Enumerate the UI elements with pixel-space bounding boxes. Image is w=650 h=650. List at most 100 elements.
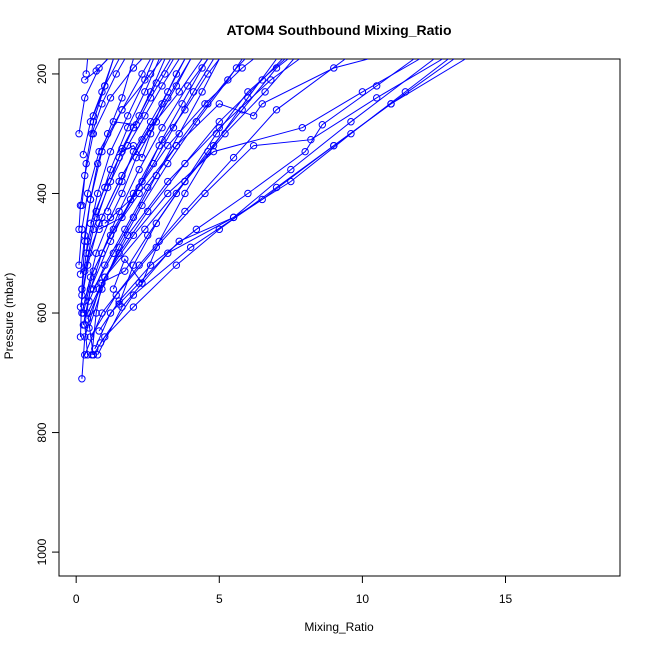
profile-line <box>98 59 209 230</box>
profile-series <box>95 59 415 335</box>
y-tick-label: 1000 <box>35 538 49 565</box>
profile-line <box>90 59 166 224</box>
data-point <box>115 243 123 251</box>
data-point <box>101 219 109 228</box>
data-point <box>75 261 83 269</box>
data-point <box>118 177 126 186</box>
data-point <box>249 141 258 150</box>
data-point <box>81 351 89 359</box>
data-point <box>106 213 115 222</box>
data-point <box>155 141 163 150</box>
data-point <box>347 118 355 126</box>
data-point <box>118 106 126 114</box>
data-point <box>212 130 221 138</box>
profile-line <box>91 59 283 355</box>
data-point <box>155 237 163 245</box>
data-point <box>272 183 281 192</box>
profile-series <box>79 59 209 329</box>
data-point <box>76 303 85 311</box>
data-point <box>244 88 252 96</box>
data-point <box>129 291 138 299</box>
data-point <box>215 118 223 126</box>
data-point <box>82 159 90 168</box>
data-point <box>109 285 118 293</box>
plot-series <box>75 59 466 383</box>
data-point <box>164 249 172 257</box>
data-point <box>164 159 172 168</box>
profile-line <box>90 59 443 338</box>
data-point <box>215 100 223 108</box>
profile-series <box>109 59 174 129</box>
profile-series <box>103 59 186 216</box>
y-tick-label: 200 <box>35 64 49 84</box>
data-point <box>89 112 98 120</box>
data-point <box>78 201 86 210</box>
x-tick-label: 10 <box>356 592 370 606</box>
x-axis-label: Mixing_Ratio <box>304 620 374 634</box>
data-point <box>93 159 102 168</box>
data-point <box>215 225 223 234</box>
data-point <box>98 88 106 96</box>
data-point <box>118 94 126 102</box>
profile-series <box>81 59 109 84</box>
data-point <box>81 76 89 84</box>
data-point <box>204 147 212 156</box>
profile-line <box>82 59 114 155</box>
data-point <box>129 261 138 269</box>
data-point <box>141 225 149 234</box>
data-point <box>98 100 106 108</box>
data-point <box>121 255 129 263</box>
profile-series <box>88 59 126 138</box>
profile-line <box>84 59 346 356</box>
data-point <box>115 300 123 308</box>
data-point <box>232 64 241 72</box>
data-point <box>181 159 189 168</box>
data-point <box>198 64 206 72</box>
x-tick-label: 15 <box>499 592 513 606</box>
data-point <box>141 88 149 96</box>
data-point <box>138 201 146 210</box>
data-point <box>115 297 123 305</box>
data-point <box>86 195 95 204</box>
data-point <box>92 249 100 257</box>
data-point <box>146 88 155 96</box>
data-point <box>258 100 266 108</box>
profile-line <box>78 59 163 266</box>
data-point <box>146 118 155 126</box>
profile-series <box>85 59 243 332</box>
data-point <box>75 130 83 138</box>
data-point <box>141 112 149 120</box>
data-point <box>85 297 93 305</box>
data-point <box>76 270 85 278</box>
data-point <box>81 231 89 240</box>
data-point <box>121 267 129 275</box>
chart-title: ATOM4 Southbound Mixing_Ratio <box>226 22 451 38</box>
data-point <box>192 225 201 234</box>
profile-line <box>84 59 192 302</box>
x-tick-label: 5 <box>216 592 223 606</box>
data-point <box>82 249 90 257</box>
data-point <box>118 147 126 156</box>
data-point <box>169 124 178 132</box>
data-point <box>95 225 103 234</box>
data-point <box>79 150 88 159</box>
data-point <box>244 189 252 198</box>
data-point <box>85 249 93 257</box>
data-point <box>92 309 100 317</box>
y-axis: 200 400 600 800 1000 <box>35 64 60 565</box>
profile-line <box>113 59 174 126</box>
y-axis-label: Pressure (mbar) <box>2 273 16 360</box>
data-point <box>106 309 115 317</box>
data-point <box>161 70 169 78</box>
data-point <box>238 106 246 114</box>
data-point <box>201 189 209 198</box>
profile-line <box>104 59 215 224</box>
data-point <box>132 153 140 162</box>
data-point <box>189 88 198 96</box>
data-point <box>224 76 232 84</box>
profile-series <box>96 59 289 287</box>
data-point <box>101 183 109 192</box>
data-point <box>118 213 126 222</box>
profile-series <box>89 59 455 359</box>
